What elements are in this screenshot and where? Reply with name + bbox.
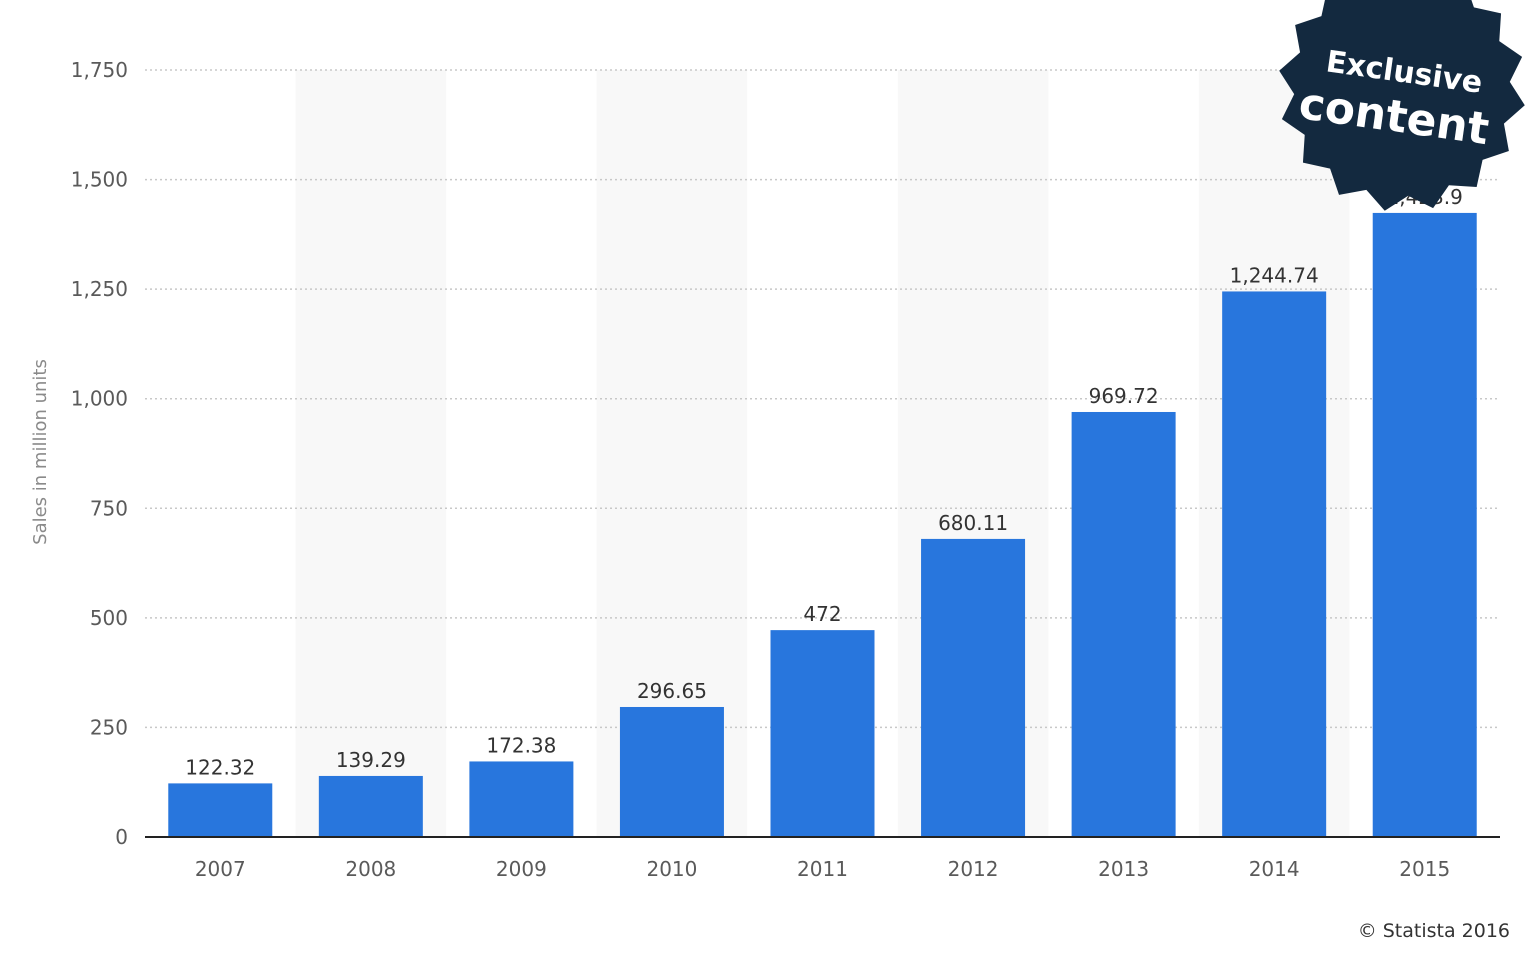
bars: [168, 212, 1477, 837]
value-label-2014: 1,244.74: [1230, 263, 1319, 287]
y-tick-label-750: 750: [90, 496, 128, 520]
x-tick-label-2013: 2013: [1098, 857, 1149, 881]
value-label-2007: 122.32: [185, 755, 255, 779]
source-credit: © Statista 2016: [1357, 920, 1510, 942]
x-tick-label-2012: 2012: [948, 857, 999, 881]
badge-seal-shape: [1279, 0, 1525, 211]
exclusive-content-badge: Exclusive content: [1279, 0, 1525, 211]
bar-2007: [168, 783, 273, 837]
value-label-2012: 680.11: [938, 511, 1008, 535]
x-tick-label-2014: 2014: [1249, 857, 1300, 881]
x-tick-label-2008: 2008: [345, 857, 396, 881]
gridlines: [145, 69, 1500, 729]
x-tick-label-2015: 2015: [1399, 857, 1450, 881]
bar-2010: [619, 706, 724, 837]
bar-2014: [1222, 291, 1327, 837]
y-tick-label-1500: 1,500: [71, 168, 128, 192]
value-label-2011: 472: [803, 602, 841, 626]
bar-2009: [469, 761, 574, 837]
x-tick-label-2011: 2011: [797, 857, 848, 881]
y-tick-label-1750: 1,750: [71, 58, 128, 82]
bar-value-labels: 122.32 139.29 172.38 296.65 472 680.11 969.72 1…: [185, 185, 1463, 779]
y-axis-title: Sales in million units: [30, 359, 51, 545]
value-label-2009: 172.38: [486, 733, 556, 757]
y-tick-label-250: 250: [90, 715, 128, 739]
x-tick-label-2010: 2010: [646, 857, 697, 881]
bar-2015: [1372, 212, 1477, 837]
value-label-2008: 139.29: [336, 748, 406, 772]
y-tick-label-1000: 1,000: [71, 387, 128, 411]
y-tick-label-0: 0: [115, 825, 128, 849]
x-tick-label-2007: 2007: [195, 857, 246, 881]
x-axis-tick-labels: 2007 2008 2009 2010 2011 2012 2013 2014 2015: [195, 857, 1450, 881]
value-label-2013: 969.72: [1089, 384, 1159, 408]
bar-2013: [1071, 411, 1176, 837]
y-tick-label-500: 500: [90, 606, 128, 630]
y-tick-label-1250: 1,250: [71, 277, 128, 301]
bar-2011: [770, 630, 875, 837]
band-2008: [295, 70, 447, 837]
x-tick-label-2009: 2009: [496, 857, 547, 881]
y-axis-tick-labels: 0 250 500 750 1,000 1,250 1,500 1,750: [71, 58, 128, 849]
bar-2008: [318, 775, 423, 837]
bar-2012: [921, 538, 1026, 837]
value-label-2010: 296.65: [637, 679, 707, 703]
